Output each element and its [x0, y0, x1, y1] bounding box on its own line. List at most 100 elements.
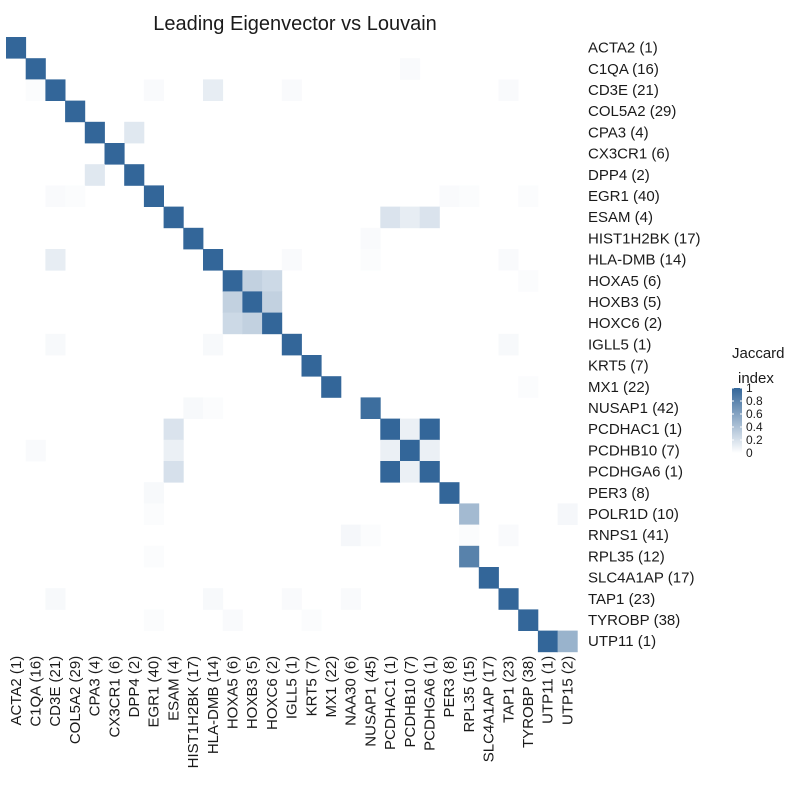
- legend-tick-label: 0: [746, 446, 753, 460]
- column-tick-label: HOXA5 (6): [225, 656, 242, 729]
- column-tick-label: HOXC6 (2): [264, 656, 281, 730]
- heatmap-cell: [400, 418, 421, 441]
- column-tick-label: NAA30 (6): [343, 656, 360, 726]
- legend-tick-label: 0.6: [746, 407, 763, 421]
- column-tick-label: IGLL5 (1): [284, 656, 301, 719]
- heatmap-cell: [203, 333, 224, 356]
- heatmap-cell: [281, 588, 302, 610]
- row-tick-label: MX1 (22): [588, 379, 650, 396]
- heatmap-cell: [6, 37, 27, 59]
- heatmap-cell: [84, 164, 105, 186]
- heatmap-cell: [281, 79, 302, 101]
- row-tick-label: HLA-DMB (14): [588, 252, 686, 269]
- heatmap-cell: [498, 524, 519, 547]
- row-tick-label: COL5A2 (29): [588, 103, 676, 120]
- column-tick-label: SLC4A1AP (17): [481, 656, 498, 762]
- column-tick-label: DPP4 (2): [126, 656, 143, 718]
- row-tick-label: CX3CR1 (6): [588, 146, 670, 163]
- legend-tick-label: 0.2: [746, 433, 763, 447]
- row-tick-label: TAP1 (23): [588, 591, 655, 608]
- heatmap-cell: [498, 79, 519, 101]
- heatmap-cell: [84, 121, 105, 144]
- heatmap-cell: [478, 567, 499, 589]
- heatmap-cell: [380, 206, 401, 229]
- row-tick-label: HOXA5 (6): [588, 273, 661, 290]
- row-tick-labels: ACTA2 (1) C1QA (16) CD3E (21) COL5A2 (29) CP…: [588, 40, 701, 651]
- heatmap-cell: [360, 249, 381, 271]
- row-tick-label: PCDHB10 (7): [588, 442, 680, 459]
- legend-title-line1: Jaccard: [732, 345, 785, 362]
- heatmap-cell: [537, 630, 558, 653]
- heatmap-cell: [281, 249, 302, 271]
- heatmap-cell: [183, 397, 204, 419]
- legend-title-line2: index: [738, 370, 774, 387]
- row-tick-label: IGLL5 (1): [588, 336, 651, 353]
- column-tick-label: CX3CR1 (6): [106, 656, 123, 738]
- heatmap-cell: [262, 291, 283, 313]
- row-tick-label: HOXB3 (5): [588, 294, 661, 311]
- heatmap-cell: [301, 609, 322, 631]
- heatmap-cell: [360, 397, 381, 419]
- heatmap-cell: [557, 503, 578, 525]
- heatmap-cell: [281, 333, 302, 356]
- heatmap-cell: [242, 270, 263, 292]
- heatmap-cell: [400, 206, 421, 229]
- heatmap-cell: [143, 545, 164, 568]
- heatmap-cell: [124, 121, 145, 144]
- column-tick-label: COL5A2 (29): [67, 656, 84, 744]
- heatmap-cell: [380, 461, 401, 483]
- row-tick-label: DPP4 (2): [588, 167, 650, 184]
- heatmap-cell: [45, 79, 66, 101]
- row-tick-label: RPL35 (12): [588, 548, 665, 565]
- legend-tick-label: 0.4: [746, 420, 763, 434]
- row-tick-label: PCDHGA6 (1): [588, 464, 683, 481]
- column-tick-label: MX1 (22): [323, 656, 340, 718]
- heatmap-cell: [321, 376, 342, 398]
- heatmap-cell: [203, 79, 224, 101]
- heatmap-cell: [459, 545, 480, 568]
- column-tick-label: NUSAP1 (45): [362, 656, 379, 747]
- heatmap-cell: [222, 609, 243, 631]
- column-tick-label: PER3 (8): [441, 656, 458, 718]
- column-tick-label: TYROBP (38): [520, 656, 537, 748]
- heatmap-cell: [498, 588, 519, 610]
- column-tick-label: ESAM (4): [165, 656, 182, 721]
- heatmap-cell: [439, 185, 460, 207]
- heatmap-cell: [518, 270, 539, 292]
- heatmap-cell: [45, 588, 66, 610]
- row-tick-label: POLR1D (10): [588, 506, 679, 523]
- row-tick-label: PER3 (8): [588, 485, 650, 502]
- heatmap-cell: [143, 503, 164, 525]
- row-tick-label: ACTA2 (1): [588, 40, 658, 57]
- heatmap-cell: [163, 206, 184, 229]
- heatmap-cell: [419, 439, 440, 462]
- column-tick-label: UTP15 (2): [559, 656, 576, 725]
- heatmap-cell: [400, 439, 421, 462]
- heatmap-cell: [262, 312, 283, 335]
- heatmap-cells: [6, 37, 578, 653]
- heatmap-cell: [143, 185, 164, 207]
- heatmap-cell: [143, 482, 164, 504]
- heatmap-cell: [459, 503, 480, 525]
- heatmap-cell: [340, 524, 361, 547]
- row-tick-label: HOXC6 (2): [588, 315, 662, 332]
- column-tick-label: HLA-DMB (14): [205, 656, 222, 754]
- heatmap-cell: [65, 100, 86, 123]
- legend-ticks: 10.80.60.40.20: [732, 381, 763, 460]
- legend-colorbar: [732, 388, 742, 453]
- heatmap-cell: [400, 461, 421, 483]
- row-tick-label: TYROBP (38): [588, 612, 680, 629]
- heatmap-cell: [419, 206, 440, 229]
- heatmap-cell: [203, 588, 224, 610]
- row-tick-label: EGR1 (40): [588, 188, 660, 205]
- heatmap-cell: [340, 588, 361, 610]
- column-tick-labels: ACTA2 (1) C1QA (16) CD3E (21) COL5A2 (29) CP…: [8, 656, 577, 769]
- heatmap-cell: [242, 312, 263, 335]
- heatmap-cell: [360, 524, 381, 547]
- heatmap-cell: [45, 185, 66, 207]
- row-tick-label: CPA3 (4): [588, 124, 649, 141]
- heatmap-cell: [203, 397, 224, 419]
- heatmap-cell: [203, 249, 224, 271]
- column-tick-label: PCDHAC1 (1): [382, 656, 399, 750]
